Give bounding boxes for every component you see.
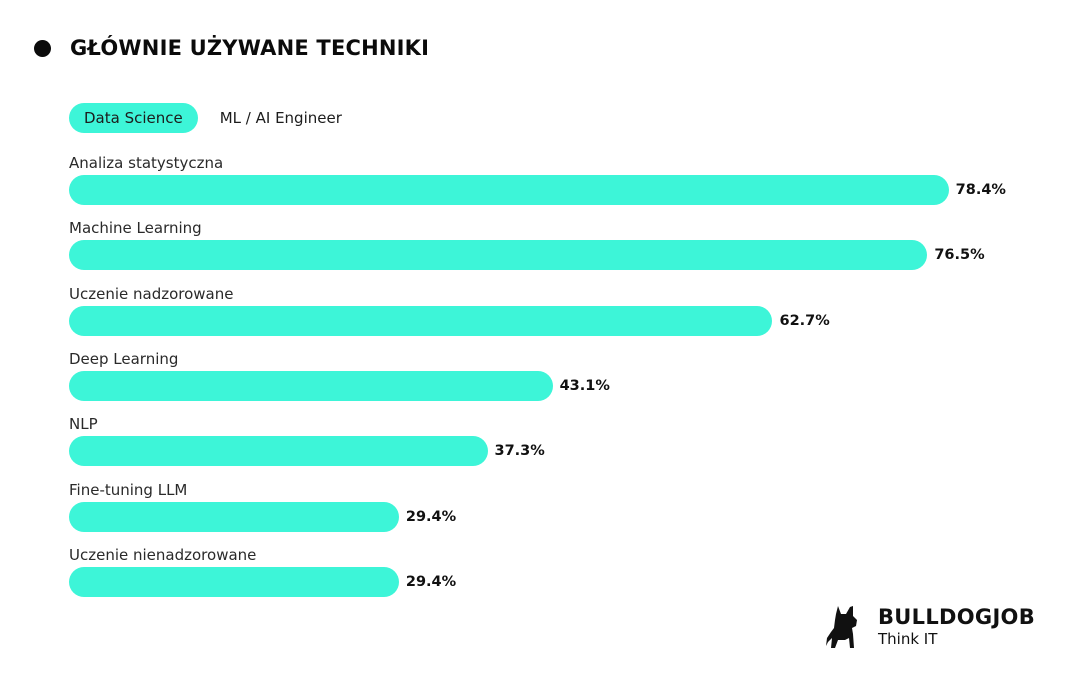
bar [69, 370, 553, 401]
bar-label: Analiza statystyczna [69, 154, 224, 172]
bar-label: Fine-tuning LLM [69, 480, 188, 499]
series-tabs: Data Science ML / AI Engineer [69, 103, 357, 133]
bar-row: Uczenie nadzorowane 62.7% [69, 285, 830, 336]
bar-label: Uczenie nienadzorowane [69, 545, 257, 564]
tab-ml-ai-engineer[interactable]: ML / AI Engineer [219, 109, 342, 127]
chart-title: GŁÓWNIE UŻYWANE TECHNIKI [70, 36, 430, 60]
bar [69, 305, 773, 336]
bar-track: 62.7% [69, 305, 830, 336]
bar-value: 62.7% [779, 312, 830, 329]
bar-value: 29.4% [405, 573, 457, 590]
bar-row: Fine-tuning LLM 29.4% [69, 481, 456, 532]
bar-value: 37.3% [494, 443, 545, 460]
bar-value: 76.5% [934, 247, 985, 264]
tab-data-science[interactable]: Data Science [69, 103, 198, 133]
bulldog-icon [826, 606, 857, 648]
logo-tagline: Think IT [878, 630, 938, 648]
bar-track: 29.4% [69, 566, 457, 597]
logo-brand: BULLDOGJOB [878, 605, 1036, 629]
bar [69, 175, 949, 205]
bar [69, 501, 399, 532]
bar [69, 566, 399, 597]
bar-track: 76.5% [69, 240, 985, 271]
bar-row: Analiza statystyczna 78.4% [69, 154, 1006, 205]
bar-value: 43.1% [559, 377, 610, 394]
bullet-icon [34, 39, 51, 57]
bar-track: 37.3% [69, 436, 545, 467]
bar [69, 240, 928, 271]
bar [69, 436, 488, 467]
chart-header: GŁÓWNIE UŻYWANE TECHNIKI [34, 36, 429, 60]
bar-row: Uczenie nienadzorowane 29.4% [69, 546, 456, 597]
bar-label: Deep Learning [69, 349, 179, 368]
bar-row: Deep Learning 43.1% [69, 350, 610, 401]
bar-track: 43.1% [69, 370, 610, 401]
bar-track: 78.4% [69, 175, 1006, 205]
bar-row: NLP 37.3% [69, 415, 545, 467]
bar-value: 78.4% [955, 182, 1006, 198]
bar-label: Machine Learning [69, 219, 202, 238]
bar-track: 29.4% [69, 501, 457, 532]
bar-label: Uczenie nadzorowane [69, 284, 234, 303]
bulldogjob-logo: BULLDOGJOB Think IT [826, 604, 1035, 650]
bar-row: Machine Learning 76.5% [69, 219, 985, 271]
bar-label: NLP [69, 415, 98, 434]
bar-value: 29.4% [405, 508, 457, 525]
